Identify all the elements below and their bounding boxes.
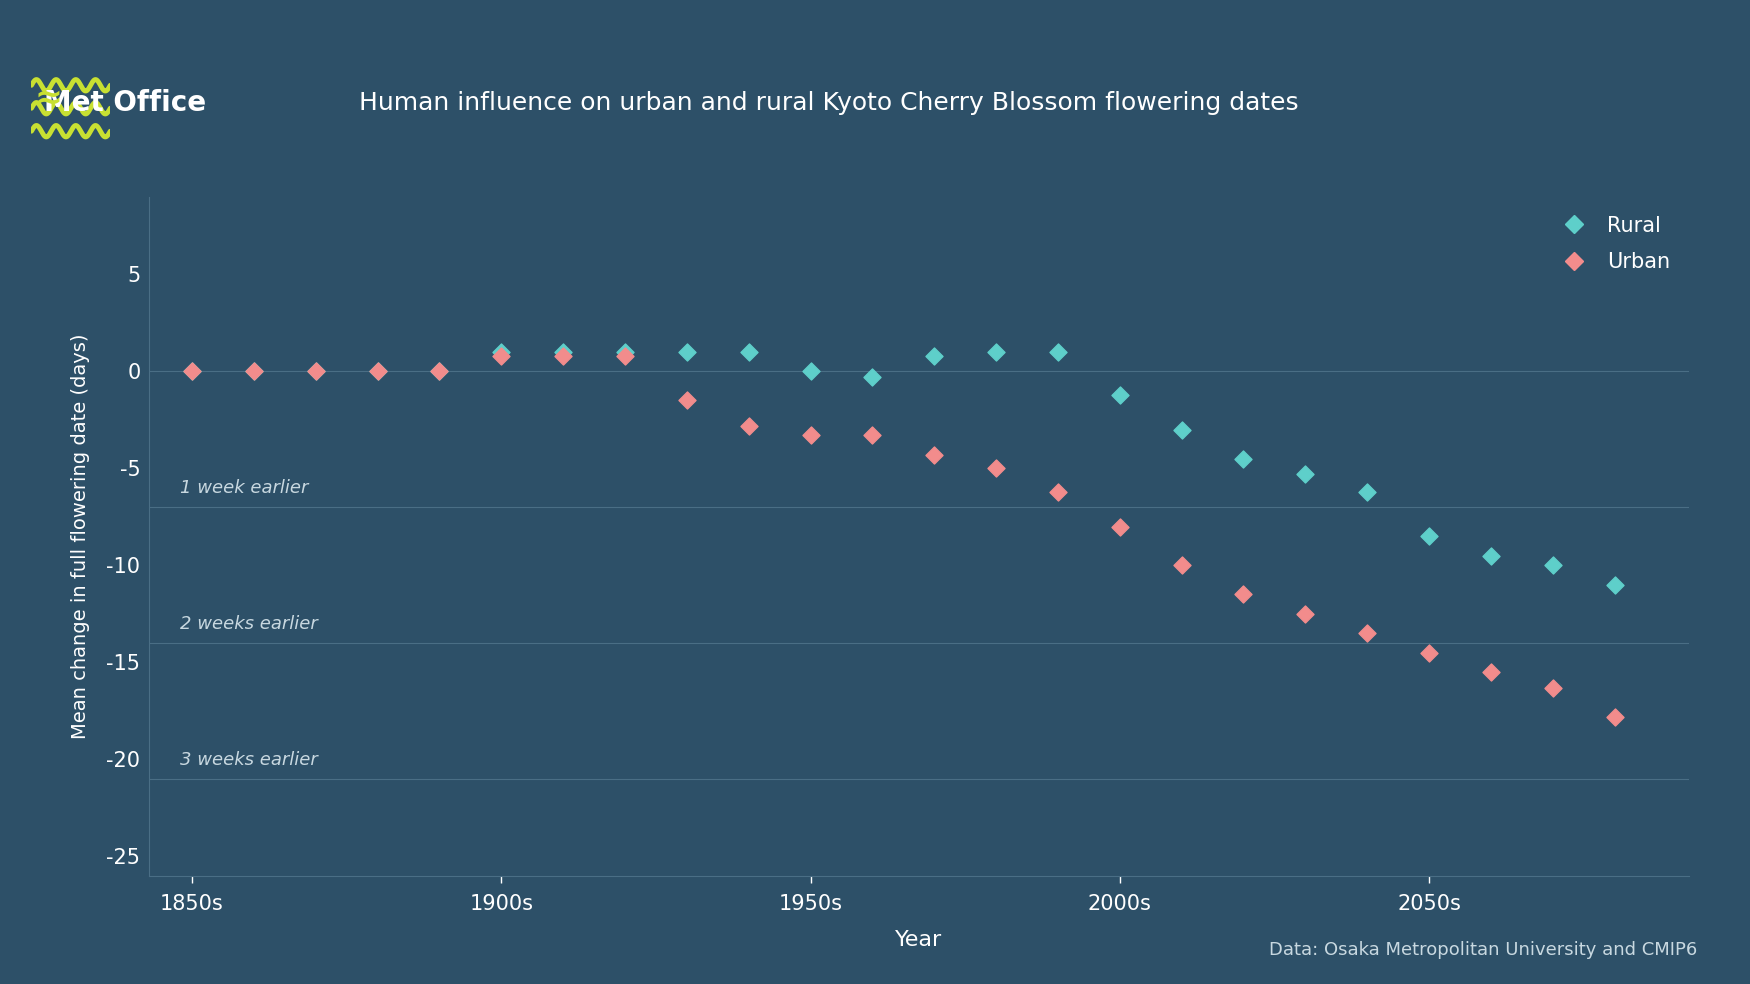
Point xyxy=(550,348,578,364)
Point xyxy=(550,344,578,360)
Point xyxy=(301,363,329,379)
Text: 1 week earlier: 1 week earlier xyxy=(180,479,308,498)
Text: ≈: ≈ xyxy=(35,82,63,115)
Point xyxy=(1292,466,1320,482)
Point xyxy=(1601,577,1629,592)
Point xyxy=(487,348,514,364)
Point xyxy=(178,363,206,379)
X-axis label: Year: Year xyxy=(896,931,943,951)
Point xyxy=(672,344,700,360)
Point xyxy=(1538,558,1566,574)
Point xyxy=(1353,484,1381,500)
Point xyxy=(425,363,453,379)
Point xyxy=(364,363,392,379)
Point xyxy=(364,363,392,379)
Point xyxy=(858,369,886,385)
Point xyxy=(920,348,948,364)
Text: Data: Osaka Metropolitan University and CMIP6: Data: Osaka Metropolitan University and … xyxy=(1269,942,1698,959)
Point xyxy=(796,363,824,379)
Point xyxy=(1477,664,1505,680)
Point xyxy=(1416,528,1444,544)
Point xyxy=(301,363,329,379)
Point xyxy=(240,363,268,379)
Point xyxy=(611,348,639,364)
Point xyxy=(735,344,763,360)
Point xyxy=(1106,387,1134,402)
Point xyxy=(1167,558,1195,574)
Point xyxy=(982,461,1010,476)
Point xyxy=(1106,519,1134,534)
Point xyxy=(1477,548,1505,564)
Point xyxy=(178,363,206,379)
Y-axis label: Mean change in full flowering date (days): Mean change in full flowering date (days… xyxy=(70,334,89,739)
Point xyxy=(1230,586,1258,602)
Point xyxy=(1601,708,1629,724)
Point xyxy=(796,427,824,443)
Point xyxy=(1416,645,1444,660)
Text: Human influence on urban and rural Kyoto Cherry Blossom flowering dates: Human influence on urban and rural Kyoto… xyxy=(359,92,1298,115)
Text: Met Office: Met Office xyxy=(44,90,206,117)
Legend: Rural, Urban: Rural, Urban xyxy=(1545,208,1678,280)
Point xyxy=(1292,606,1320,622)
Point xyxy=(487,344,514,360)
Text: 3 weeks earlier: 3 weeks earlier xyxy=(180,751,317,769)
Point xyxy=(1045,344,1073,360)
Point xyxy=(858,427,886,443)
Point xyxy=(1167,422,1195,438)
Point xyxy=(1045,484,1073,500)
Point xyxy=(240,363,268,379)
Point xyxy=(672,393,700,408)
Point xyxy=(1538,680,1566,696)
Point xyxy=(735,418,763,434)
Point xyxy=(1353,626,1381,642)
Point xyxy=(425,363,453,379)
Point xyxy=(1230,451,1258,466)
Point xyxy=(611,344,639,360)
Point xyxy=(982,344,1010,360)
Point xyxy=(920,447,948,462)
Text: 2 weeks earlier: 2 weeks earlier xyxy=(180,615,317,634)
